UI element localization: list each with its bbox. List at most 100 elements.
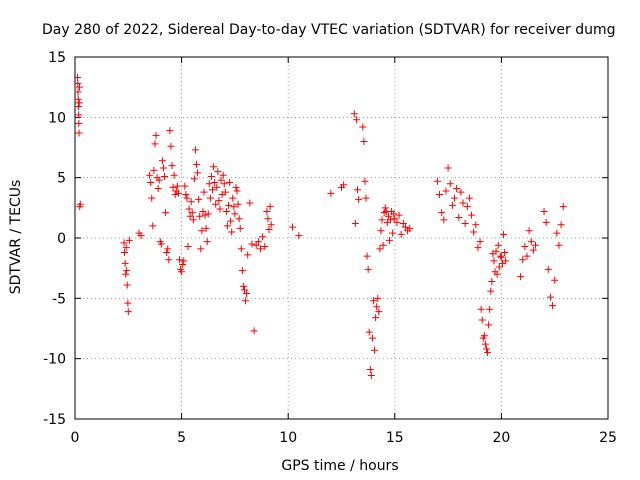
y-tick-label: 15 — [48, 50, 66, 66]
data-point — [474, 244, 482, 252]
data-point — [231, 210, 239, 218]
y-axis-title: SDTVAR / TECUs — [8, 180, 24, 295]
data-point — [240, 286, 248, 294]
data-point — [457, 188, 465, 196]
data-point — [389, 229, 397, 237]
data-point — [478, 316, 486, 324]
data-point — [376, 245, 384, 253]
data-point — [236, 224, 244, 232]
data-point — [267, 221, 275, 229]
data-point — [263, 207, 271, 215]
data-point — [381, 204, 389, 212]
y-tick-label: 10 — [48, 110, 66, 126]
data-point — [264, 215, 272, 223]
data-point — [209, 186, 217, 194]
data-point — [340, 181, 348, 189]
data-point — [246, 199, 254, 207]
data-point — [252, 241, 260, 249]
data-point — [295, 232, 303, 240]
data-point — [167, 142, 175, 150]
data-point — [146, 171, 154, 179]
data-point — [195, 195, 203, 203]
data-point — [472, 221, 480, 229]
data-point — [488, 277, 496, 285]
data-point — [265, 226, 273, 234]
data-point — [259, 233, 267, 241]
data-point — [181, 182, 189, 190]
data-point — [250, 327, 258, 335]
data-point — [137, 232, 145, 240]
data-point — [501, 248, 509, 256]
data-point — [193, 160, 201, 168]
data-point — [406, 224, 414, 232]
data-point — [223, 222, 231, 230]
data-point — [523, 252, 531, 260]
data-point — [120, 248, 128, 256]
data-point — [154, 185, 162, 193]
data-point — [221, 188, 229, 196]
data-point — [165, 256, 173, 264]
data-point — [395, 211, 403, 219]
data-point — [188, 209, 196, 217]
data-point — [355, 195, 363, 203]
data-point — [540, 207, 548, 215]
x-axis-title: GPS time / hours — [281, 458, 398, 474]
data-point — [557, 221, 565, 229]
data-point — [178, 268, 186, 276]
data-point — [175, 256, 183, 264]
data-point — [166, 127, 174, 135]
data-point — [205, 180, 213, 188]
x-tick-label: 20 — [492, 430, 510, 446]
data-point — [74, 74, 82, 82]
y-tick-label: -10 — [43, 352, 66, 368]
data-point — [372, 314, 380, 322]
data-point — [151, 140, 159, 148]
data-point — [463, 203, 471, 211]
data-point — [162, 209, 170, 217]
data-point — [244, 251, 252, 259]
data-point — [226, 178, 234, 186]
data-point — [149, 222, 157, 230]
data-point — [235, 215, 243, 223]
data-point — [163, 248, 171, 256]
data-point — [237, 245, 245, 253]
x-axis-tick-labels: 0 5 10 15 20 25 — [71, 430, 617, 446]
data-point — [182, 191, 190, 199]
data-point — [353, 186, 361, 194]
data-point — [199, 207, 207, 215]
data-point — [219, 171, 227, 179]
data-point — [496, 252, 504, 260]
x-tick-label: 5 — [177, 430, 186, 446]
plot-frame — [74, 56, 609, 420]
data-point — [211, 178, 219, 186]
data-point — [521, 242, 529, 250]
data-point — [124, 299, 132, 307]
data-point — [387, 216, 395, 224]
data-point — [123, 267, 131, 275]
data-point — [373, 303, 381, 311]
data-point — [494, 241, 502, 249]
data-point — [553, 229, 561, 237]
data-point — [450, 194, 458, 202]
data-point — [401, 223, 409, 231]
data-point — [122, 270, 130, 278]
data-point — [215, 197, 223, 205]
data-point — [484, 349, 492, 357]
data-point — [377, 227, 385, 235]
data-point — [184, 242, 192, 250]
data-point — [559, 203, 567, 211]
data-point — [147, 178, 155, 186]
data-point — [470, 228, 478, 236]
data-point — [197, 245, 205, 253]
data-point — [206, 194, 214, 202]
data-point — [442, 187, 450, 195]
data-point — [170, 171, 178, 179]
data-point — [213, 183, 221, 191]
data-point — [210, 163, 218, 171]
data-point — [399, 220, 407, 228]
data-point — [186, 212, 194, 220]
data-point — [495, 263, 503, 271]
data-point — [465, 194, 473, 202]
data-point — [121, 259, 129, 267]
